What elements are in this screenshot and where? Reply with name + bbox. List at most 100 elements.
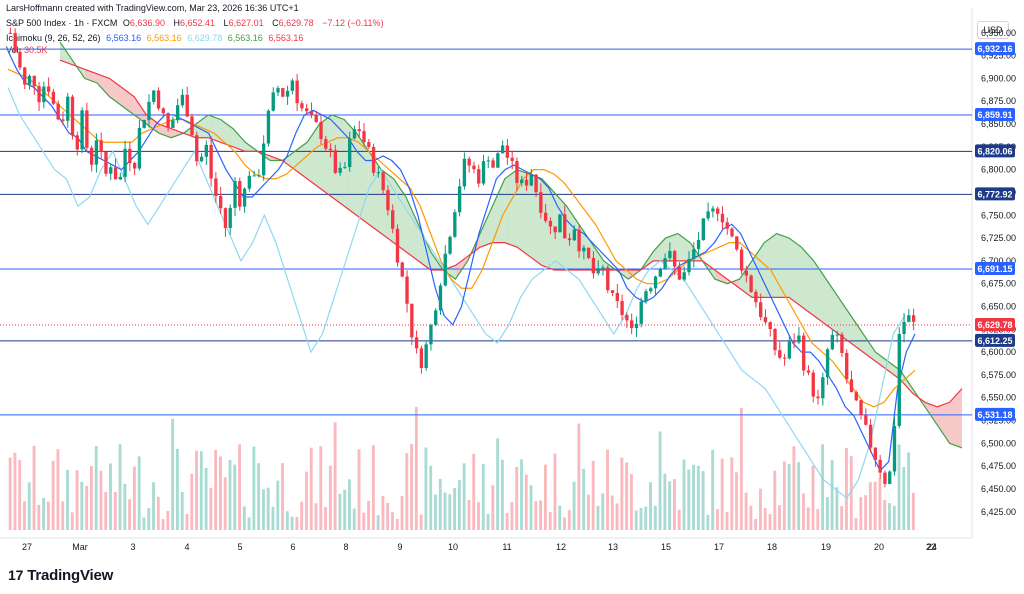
volume-bar [825, 497, 829, 530]
cloud-segment [850, 315, 864, 353]
candle-body [744, 270, 749, 276]
volume-bar [878, 478, 882, 530]
candle-body [305, 108, 309, 112]
candle-body [491, 160, 495, 168]
volume-bar [348, 479, 351, 530]
volume-bar [46, 501, 50, 530]
volume-bar [591, 460, 595, 530]
candle-body [582, 247, 586, 252]
cloud-segment [232, 128, 246, 152]
level-tag-label: 6,859.91 [977, 110, 1012, 120]
candle-body [830, 334, 835, 350]
level-tag [975, 261, 1015, 275]
volume-bar [309, 447, 313, 530]
volume-bar [405, 453, 409, 530]
candle-body [85, 110, 89, 148]
candle-body [539, 192, 543, 213]
volume-bar [89, 466, 93, 530]
volume-bar [500, 459, 504, 530]
volume-bar [362, 512, 366, 530]
ohlc-change: −7.12 (−0.11%) [322, 18, 384, 28]
volume-bar [534, 501, 538, 530]
volume-bar [190, 473, 194, 530]
volume-bar [601, 493, 605, 530]
ohlc-open: O6,636.90 [122, 18, 165, 28]
cloud-segment [480, 206, 493, 248]
candle-body [443, 253, 447, 286]
time-tick-label: 8 [343, 542, 348, 552]
cloud-segment [578, 224, 592, 270]
candle-body [572, 229, 576, 241]
candle-body [806, 370, 811, 373]
volume-bar [262, 489, 265, 530]
candle-body [610, 290, 615, 294]
candle-body [558, 214, 562, 233]
candle-body [462, 158, 467, 187]
candle-body [324, 139, 328, 149]
candle-body [147, 101, 151, 121]
candle-body [792, 341, 796, 343]
level-tag-label: 6,612.25 [977, 336, 1012, 346]
volume-bar [668, 481, 672, 530]
level-tag [975, 144, 1015, 158]
time-tick-label: 22 [926, 542, 936, 552]
volume-bar [104, 492, 108, 530]
candle-body [46, 86, 51, 92]
candle-body [13, 32, 17, 52]
volume-bar [902, 467, 906, 530]
candle-body [911, 315, 916, 322]
volume-bar [61, 501, 65, 530]
volume-bar [18, 460, 22, 530]
ichimoku-span-b-value: 6,563.16 [268, 33, 304, 43]
volume-bar [37, 504, 41, 530]
candle-body [113, 167, 118, 180]
price-tick-label: 6,550.00 [981, 393, 1016, 403]
volume-bar [634, 510, 638, 530]
ichimoku-legend[interactable]: Ichimoku (9, 26, 52, 26) 6,563.16 6,563.… [6, 33, 306, 43]
price-tick-label: 6,450.00 [981, 484, 1016, 494]
candle-body [27, 75, 32, 85]
price-tick-label: 6,600.00 [981, 347, 1016, 357]
candle-body [510, 157, 514, 161]
span-a-line [59, 41, 963, 449]
volume-bar [56, 449, 60, 530]
candle-body [720, 213, 725, 223]
candle-body [500, 145, 505, 154]
volume-bar [816, 509, 820, 530]
volume-bar [218, 456, 222, 530]
volume-bar [371, 445, 375, 530]
cloud-segment [220, 119, 233, 147]
cloud-segment [949, 388, 962, 448]
volume-bar [99, 470, 103, 530]
volume-bar [462, 463, 466, 530]
ohlc-high: H6,652.41 [173, 18, 216, 28]
level-tag-label: 6,531.18 [977, 410, 1012, 420]
candle-body [625, 315, 629, 321]
candle-body [190, 116, 194, 136]
volume-bar [142, 517, 146, 530]
volume-bar [830, 460, 834, 530]
level-tag-label: 6,932.16 [977, 44, 1012, 54]
candle-body [486, 160, 490, 162]
candle-body [481, 161, 486, 184]
candle-body [520, 179, 524, 183]
candle-body [252, 175, 256, 177]
volume-bar [410, 443, 414, 530]
volume-bar [453, 488, 457, 530]
volume-legend[interactable]: Vol 30.5K [6, 45, 51, 55]
ohlc-low: L6,627.01 [223, 18, 264, 28]
currency-button[interactable]: USD [977, 21, 1009, 39]
symbol-name[interactable]: S&P 500 Index · 1h · FXCM [6, 18, 118, 28]
candle-body [888, 471, 892, 484]
volume-bar [128, 499, 132, 530]
cloud-segment [356, 133, 369, 225]
volume-bar [285, 511, 289, 530]
volume-bar [195, 450, 198, 530]
time-tick-label: 18 [767, 542, 777, 552]
candle-body [878, 459, 882, 473]
candle-body [577, 229, 581, 252]
volume-bar [27, 482, 31, 530]
volume-bar [496, 438, 500, 530]
volume-bar [682, 459, 686, 530]
